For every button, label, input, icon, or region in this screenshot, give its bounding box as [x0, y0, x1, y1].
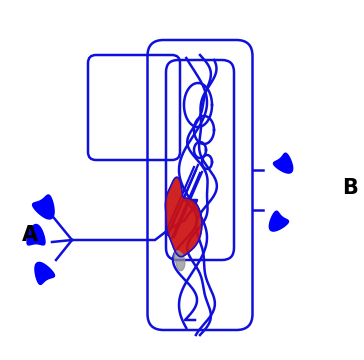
Polygon shape	[165, 177, 202, 257]
Polygon shape	[269, 211, 289, 231]
Polygon shape	[174, 251, 185, 271]
Polygon shape	[273, 153, 293, 173]
Text: B: B	[342, 178, 358, 198]
Text: A: A	[22, 225, 38, 245]
Polygon shape	[27, 225, 45, 245]
Polygon shape	[32, 195, 54, 219]
Polygon shape	[35, 262, 55, 284]
